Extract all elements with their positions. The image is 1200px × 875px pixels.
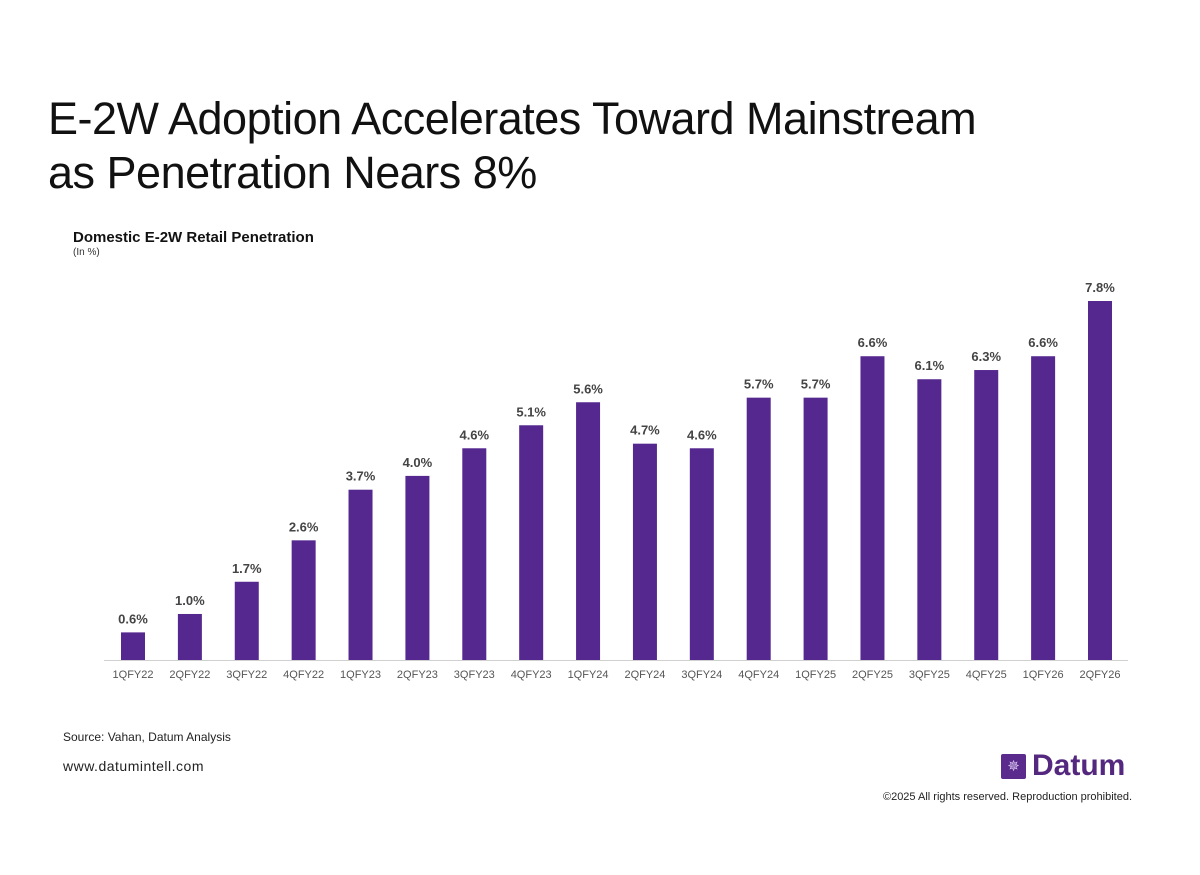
- data-label: 6.1%: [915, 358, 945, 373]
- bar: [405, 475, 430, 660]
- x-tick-label: 4QFY23: [511, 669, 552, 681]
- data-label: 6.6%: [1028, 335, 1058, 350]
- x-tick-label: 4QFY25: [966, 669, 1007, 681]
- bar: [1088, 301, 1112, 660]
- page-title: E-2W Adoption Accelerates Toward Mainstr…: [48, 92, 977, 200]
- data-label: 5.6%: [573, 381, 603, 396]
- x-tick-label: 1QFY25: [795, 669, 836, 681]
- x-tick-label: 1QFY22: [113, 669, 154, 681]
- bar: [348, 489, 373, 660]
- data-label: 5.7%: [801, 377, 831, 392]
- data-label: 1.7%: [232, 561, 262, 576]
- copyright: ©2025 All rights reserved. Reproduction …: [882, 791, 1132, 803]
- bar: [746, 397, 771, 660]
- bar: [576, 402, 601, 660]
- title-line-1: E-2W Adoption Accelerates Toward Mainstr…: [48, 93, 977, 144]
- data-label: 5.7%: [744, 377, 774, 392]
- x-tick-label: 2QFY26: [1080, 669, 1121, 681]
- datum-logo-icon: ✵: [1001, 753, 1026, 779]
- data-label: 4.0%: [403, 455, 433, 470]
- x-tick-label: 3QFY23: [454, 669, 495, 681]
- bar: [234, 581, 259, 660]
- data-label: 0.6%: [118, 611, 148, 626]
- x-tick-label: 2QFY25: [852, 669, 893, 681]
- title-line-2: as Penetration Nears 8%: [48, 147, 537, 198]
- data-label: 1.0%: [175, 593, 205, 608]
- bar: [177, 613, 202, 660]
- bar: [632, 443, 657, 660]
- brand-logo: ✵ Datum: [1001, 751, 1125, 781]
- data-label: 7.8%: [1085, 280, 1115, 295]
- bar: [291, 540, 316, 660]
- bar: [462, 448, 487, 660]
- data-label: 2.6%: [289, 519, 319, 534]
- x-tick-label: 4QFY22: [283, 669, 324, 681]
- x-tick-label: 1QFY23: [340, 669, 381, 681]
- bar: [519, 425, 544, 660]
- x-tick-label: 3QFY24: [681, 669, 722, 681]
- chart-title: Domestic E-2W Retail Penetration: [73, 229, 314, 246]
- data-label: 6.3%: [971, 349, 1001, 364]
- data-label: 4.6%: [459, 427, 489, 442]
- x-tick-label: 3QFY25: [909, 669, 950, 681]
- x-tick-label: 1QFY26: [1023, 669, 1064, 681]
- chart-subtitle: (In %): [73, 247, 100, 258]
- data-label: 3.7%: [346, 469, 376, 484]
- bar: [689, 448, 714, 660]
- x-tick-label: 2QFY22: [169, 669, 210, 681]
- x-tick-label: 1QFY24: [568, 669, 609, 681]
- bar: [121, 632, 145, 660]
- x-tick-label: 4QFY24: [738, 669, 779, 681]
- bar: [860, 356, 885, 660]
- x-tick-label: 2QFY23: [397, 669, 438, 681]
- bar: [1031, 356, 1056, 660]
- bar: [974, 370, 999, 660]
- data-label: 4.7%: [630, 423, 660, 438]
- data-label: 4.6%: [687, 427, 717, 442]
- bar: [803, 397, 828, 660]
- data-label: 6.6%: [858, 335, 888, 350]
- brand-name: Datum: [1032, 749, 1126, 782]
- x-tick-label: 3QFY22: [226, 669, 267, 681]
- bar: [917, 379, 942, 660]
- x-tick-label: 2QFY24: [624, 669, 665, 681]
- source-note: Source: Vahan, Datum Analysis: [63, 730, 231, 744]
- data-label: 5.1%: [516, 404, 546, 419]
- website-link[interactable]: www.datumintell.com: [63, 758, 204, 774]
